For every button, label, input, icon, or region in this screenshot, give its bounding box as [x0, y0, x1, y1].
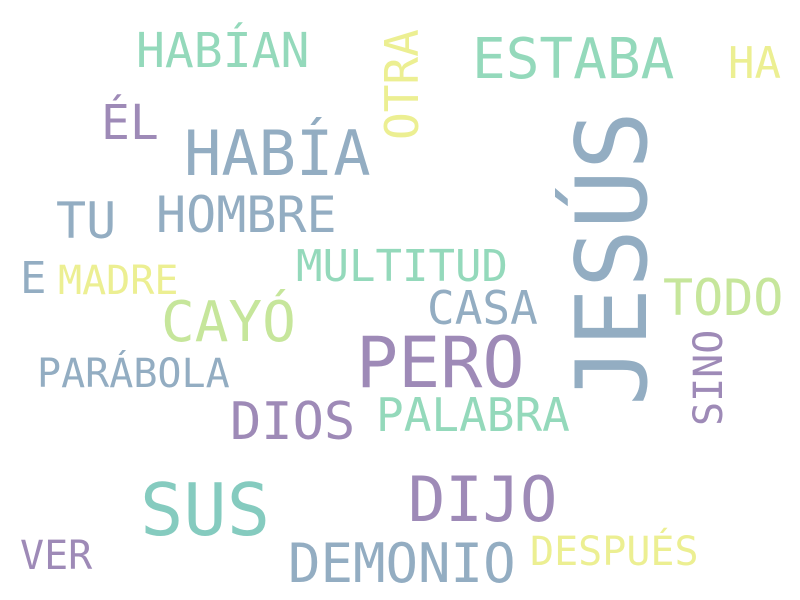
- word-despues: DESPUÉS: [530, 529, 699, 575]
- word-multitud: MULTITUD: [296, 241, 508, 292]
- word-madre: MADRE: [58, 258, 179, 304]
- word-otra: OTRA: [375, 29, 429, 140]
- word-todo: TODO: [663, 269, 784, 327]
- word-sino: SINO: [686, 329, 732, 426]
- word-e: E: [20, 253, 47, 304]
- word-habia: HABÍA: [184, 117, 371, 190]
- word-jesus: JESÚS: [556, 110, 670, 406]
- word-demonio: DEMONIO: [288, 532, 516, 595]
- word-casa: CASA: [427, 281, 538, 335]
- word-palabra: PALABRA: [376, 388, 570, 442]
- word-tu: TU: [56, 192, 117, 250]
- word-dijo: DIJO: [408, 463, 558, 536]
- word-parabola: PARÁBOLA: [37, 351, 230, 397]
- word-el: ÉL: [101, 95, 159, 151]
- word-ha: HA: [728, 38, 781, 89]
- word-hombre: HOMBRE: [156, 186, 337, 244]
- word-pero: PERO: [356, 322, 525, 404]
- word-estaba: ESTABA: [472, 27, 675, 92]
- word-dios: DIOS: [230, 392, 356, 452]
- word-ver: VER: [20, 533, 93, 579]
- word-cayo: CAYÓ: [161, 290, 296, 355]
- word-sus: SUS: [140, 468, 271, 552]
- word-habian: HABÍAN: [136, 23, 310, 79]
